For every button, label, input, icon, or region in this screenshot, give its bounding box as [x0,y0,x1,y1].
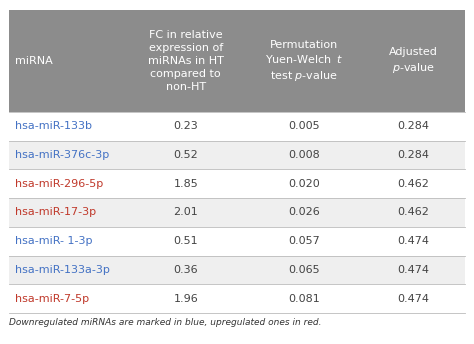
Text: 0.52: 0.52 [173,150,198,160]
Text: 0.057: 0.057 [288,236,320,246]
Text: Adjusted
$p$-value: Adjusted $p$-value [389,47,438,75]
Bar [9,112,465,141]
Text: Permutation
Yuen-Welch  $t$
test $p$-value: Permutation Yuen-Welch $t$ test $p$-valu… [265,40,343,83]
Text: miRNA: miRNA [15,56,53,66]
Text: 1.96: 1.96 [173,294,198,304]
Text: 0.008: 0.008 [288,150,320,160]
Text: 0.462: 0.462 [397,179,429,189]
Text: 0.284: 0.284 [397,150,429,160]
Bar [9,256,465,284]
Text: hsa-miR- 1-3p: hsa-miR- 1-3p [15,236,92,246]
Text: 0.462: 0.462 [397,207,429,217]
Text: 0.026: 0.026 [288,207,320,217]
Text: 0.284: 0.284 [397,121,429,131]
Text: 0.23: 0.23 [173,121,198,131]
Text: hsa-miR-133a-3p: hsa-miR-133a-3p [15,265,110,275]
Text: 0.51: 0.51 [173,236,198,246]
Bar [9,169,465,198]
Bar [9,227,465,256]
Text: 0.474: 0.474 [397,265,429,275]
Text: hsa-miR-17-3p: hsa-miR-17-3p [15,207,96,217]
Bar [9,198,465,227]
Text: hsa-miR-7-5p: hsa-miR-7-5p [15,294,89,304]
Text: 0.065: 0.065 [288,265,320,275]
Bar [9,141,465,169]
Text: 0.005: 0.005 [288,121,320,131]
Text: hsa-miR-133b: hsa-miR-133b [15,121,92,131]
Text: 1.85: 1.85 [173,179,198,189]
Text: 2.01: 2.01 [173,207,198,217]
Text: 0.36: 0.36 [173,265,198,275]
Text: 0.081: 0.081 [288,294,320,304]
Text: 0.020: 0.020 [288,179,320,189]
Text: 0.474: 0.474 [397,294,429,304]
Text: hsa-miR-376c-3p: hsa-miR-376c-3p [15,150,109,160]
Bar [9,10,465,112]
Text: Downregulated miRNAs are marked in blue, upregulated ones in red.: Downregulated miRNAs are marked in blue,… [9,318,322,327]
Bar [9,284,465,313]
Text: 0.474: 0.474 [397,236,429,246]
Text: FC in relative
expression of
miRNAs in HT
compared to
non-HT: FC in relative expression of miRNAs in H… [148,31,224,92]
Text: hsa-miR-296-5p: hsa-miR-296-5p [15,179,103,189]
